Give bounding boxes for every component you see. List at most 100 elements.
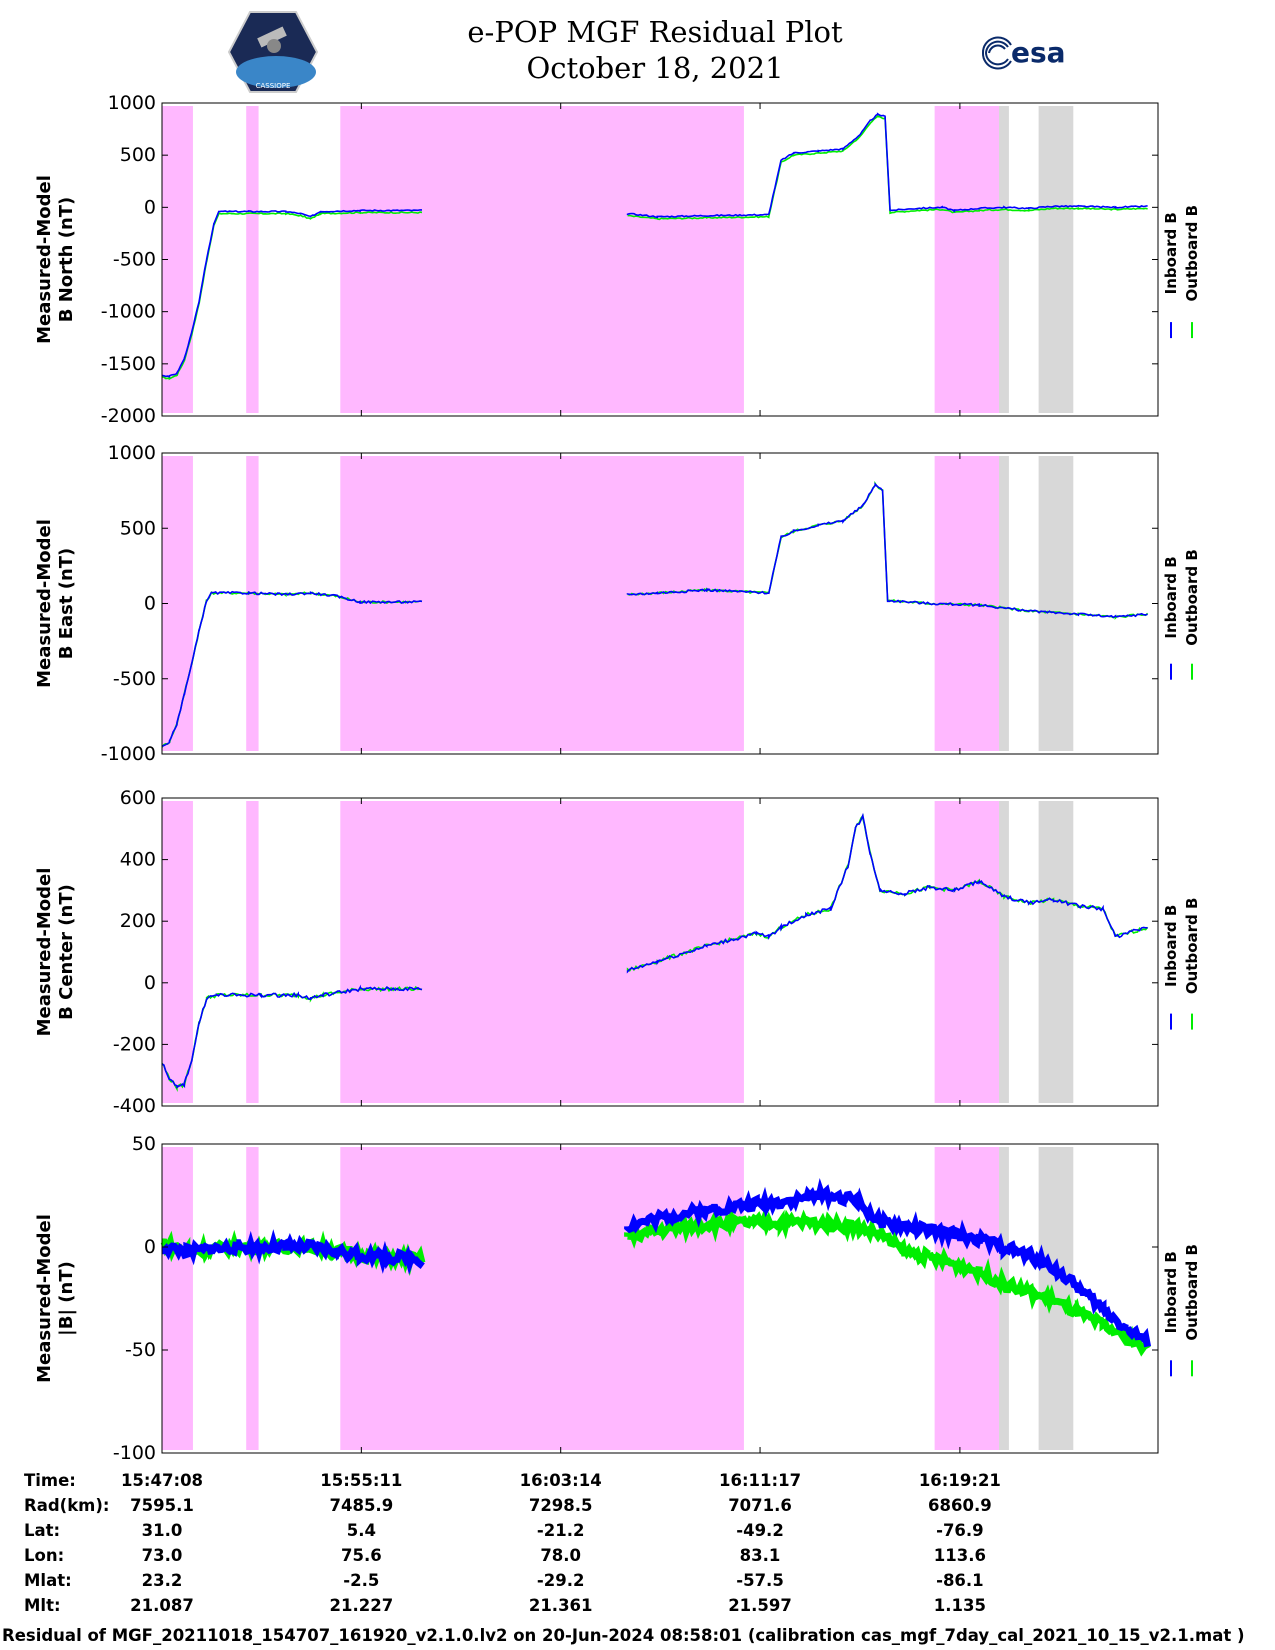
- pink-band: [246, 106, 259, 413]
- ephemeris-value: 7298.5: [528, 1496, 593, 1515]
- ephemeris-value: -57.5: [736, 1571, 784, 1590]
- y-tick-label: 400: [120, 849, 156, 871]
- legend-entry: Inboard B: [1162, 212, 1180, 294]
- ephemeris-value: 16:11:17: [718, 1471, 802, 1490]
- ephemeris-value: 75.6: [340, 1546, 382, 1565]
- ephemeris-value: -29.2: [536, 1571, 585, 1590]
- legend-entry: Outboard B: [1183, 549, 1201, 646]
- y-tick-label: -500: [113, 668, 156, 690]
- ephemeris-value: 15:55:11: [320, 1471, 403, 1490]
- ephemeris-value: 21.227: [329, 1596, 394, 1615]
- gray-band: [1038, 801, 1074, 1103]
- ephemeris-row-label: Time:: [24, 1471, 76, 1490]
- panel-frame: [161, 797, 1159, 1107]
- ephemeris-row-label: Mlat:: [24, 1571, 72, 1590]
- ephemeris-value: 21.361: [528, 1596, 593, 1615]
- panel-frame: [161, 1143, 1159, 1454]
- y-tick-label: 0: [144, 972, 156, 994]
- ephemeris-value: 7071.6: [728, 1496, 792, 1515]
- gray-band: [1038, 106, 1074, 413]
- inboard-series-line: [161, 112, 1148, 378]
- legend-entry: Outboard B: [1183, 205, 1201, 302]
- inboard-series-line: [161, 482, 1148, 747]
- ephemeris-value: 5.4: [346, 1521, 376, 1540]
- ephemeris-row-label: Lat:: [24, 1521, 61, 1540]
- footer-caption: Residual of MGF_20211018_154707_161920_v…: [2, 1626, 1245, 1645]
- cassiope-logo: CASSIOPE: [227, 10, 319, 98]
- ephemeris-value: 23.2: [141, 1571, 183, 1590]
- y-tick-label: -200: [113, 1033, 156, 1055]
- gray-band: [999, 106, 1009, 413]
- ephemeris-value: 16:03:14: [519, 1471, 602, 1490]
- pink-band: [162, 1147, 193, 1450]
- y-axis-label: B East (nT): [56, 548, 77, 660]
- ephemeris-value: 78.0: [540, 1546, 582, 1565]
- gray-band: [999, 1147, 1009, 1450]
- ephemeris-value: -49.2: [736, 1521, 784, 1540]
- ephemeris-value: -21.2: [536, 1521, 585, 1540]
- plot-title: e-POP MGF Residual Plot: [467, 15, 843, 49]
- y-tick-label: 1000: [108, 92, 156, 114]
- ephemeris-value: 6860.9: [928, 1496, 992, 1515]
- plot-date: October 18, 2021: [526, 51, 784, 85]
- ephemeris-value: 73.0: [141, 1546, 183, 1565]
- y-tick-label: -1000: [101, 743, 156, 765]
- esa-logo-text: esa: [1011, 36, 1066, 69]
- ephemeris-value: -2.5: [343, 1571, 380, 1590]
- y-tick-label: -1000: [101, 301, 156, 323]
- ephemeris-row-label: Lon:: [24, 1546, 65, 1565]
- inboard-series-line: [161, 812, 1148, 1089]
- ephemeris-value: 7485.9: [329, 1496, 394, 1515]
- y-axis-label: B North (nT): [56, 197, 77, 323]
- plot-title-block: e-POP MGF Residual Plot October 18, 2021: [330, 14, 980, 86]
- pink-band: [246, 456, 259, 751]
- ephemeris-value: -86.1: [936, 1571, 984, 1590]
- pink-band: [340, 801, 744, 1103]
- legend-entry: Inboard B: [1162, 556, 1180, 638]
- ephemeris-row-label: Rad(km):: [24, 1496, 110, 1515]
- y-tick-label: -100: [113, 1442, 156, 1464]
- y-tick-label: 50: [132, 1133, 156, 1155]
- ephemeris-value: 113.6: [933, 1546, 986, 1565]
- y-axis-label: |B| (nT): [56, 1261, 77, 1336]
- ephemeris-value: 21.087: [130, 1596, 194, 1615]
- pink-band: [340, 106, 744, 413]
- y-tick-label: 200: [120, 910, 156, 932]
- legend-entry: Inboard B: [1162, 1251, 1180, 1333]
- pink-band: [246, 801, 259, 1103]
- ephemeris-value: 1.135: [933, 1596, 986, 1615]
- esa-logo: esa: [975, 30, 1085, 80]
- y-tick-label: -2000: [101, 405, 156, 427]
- y-axis-label: Measured-Model: [34, 519, 55, 688]
- y-tick-label: -500: [113, 249, 156, 271]
- inboard-series-line: [161, 1178, 1152, 1348]
- y-tick-label: 0: [144, 593, 156, 615]
- y-tick-label: 0: [144, 196, 156, 218]
- ephemeris-value: -76.9: [936, 1521, 984, 1540]
- legend-entry: Outboard B: [1183, 898, 1201, 995]
- pink-band: [246, 1147, 259, 1450]
- y-tick-label: -400: [113, 1095, 156, 1117]
- y-axis-label: Measured-Model: [34, 175, 55, 344]
- y-tick-label: -50: [125, 1339, 156, 1361]
- legend-entry: Inboard B: [1162, 905, 1180, 987]
- pink-band: [934, 801, 1007, 1103]
- ephemeris-value: 21.597: [728, 1596, 792, 1615]
- y-tick-label: -1500: [101, 353, 156, 375]
- y-tick-label: 1000: [108, 442, 156, 464]
- pink-band: [162, 801, 193, 1103]
- y-axis-label: B Center (nT): [56, 884, 77, 1020]
- pink-band: [340, 1147, 744, 1450]
- y-tick-label: 500: [120, 517, 156, 539]
- gray-band: [1038, 456, 1074, 751]
- y-tick-label: 0: [144, 1236, 156, 1258]
- ephemeris-value: 31.0: [141, 1521, 183, 1540]
- ephemeris-row-label: Mlt:: [24, 1596, 61, 1615]
- y-axis-label: Measured-Model: [34, 868, 55, 1037]
- gray-band: [999, 801, 1009, 1103]
- gray-band: [999, 456, 1009, 751]
- ephemeris-value: 7595.1: [130, 1496, 194, 1515]
- pink-band: [934, 1147, 1007, 1450]
- cassiope-logo-text: CASSIOPE: [256, 82, 291, 90]
- y-axis-label: Measured-Model: [34, 1214, 55, 1383]
